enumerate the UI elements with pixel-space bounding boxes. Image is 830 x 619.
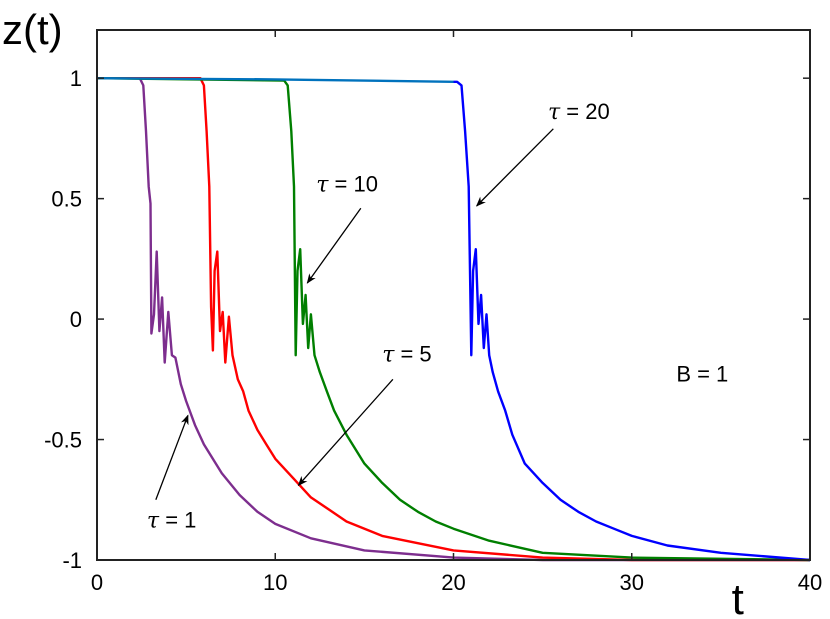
plot-frame (96, 29, 811, 561)
x-tick-label: 30 (620, 570, 644, 595)
y-tick-label: -0.5 (44, 428, 82, 453)
series-line-3 (96, 77, 811, 562)
series-line-1 (97, 76, 810, 562)
x-tick-label: 0 (91, 570, 103, 595)
series-line-5 (453, 80, 811, 562)
annotation-label-5: B = 1 (676, 362, 728, 387)
y-axis-title: z(t) (2, 6, 63, 53)
x-tick-label: 10 (263, 570, 287, 595)
annotation-label-1: τ = 1 (147, 507, 196, 533)
annotation-label-2: τ = 5 (382, 341, 431, 367)
x-tick-label: 20 (441, 570, 465, 595)
series-line-2 (97, 76, 810, 562)
annotation-arrow-4 (475, 128, 554, 207)
annotation-label-4: τ = 20 (548, 99, 610, 125)
annotation-arrow-2 (297, 378, 394, 487)
y-tick-label: -1 (62, 548, 82, 573)
annotations: τ = 1 τ = 5 τ = 10 τ = 20 B = 1 (147, 99, 728, 533)
series-layer (96, 76, 811, 562)
x-tick-label: 40 (798, 570, 822, 595)
x-axis-title: t (732, 575, 744, 619)
annotation-arrow-1 (155, 414, 189, 501)
y-tick-label: 1 (70, 66, 82, 91)
series-line-4 (96, 77, 454, 83)
y-tick-label: 0 (70, 307, 82, 332)
axis-ticks: 0 10 20 30 40 -1 -0.5 0 0.5 1 (44, 30, 822, 595)
annotation-label-3: τ = 10 (316, 171, 378, 197)
y-tick-label: 0.5 (51, 187, 82, 212)
annotation-arrow-3 (306, 207, 362, 284)
